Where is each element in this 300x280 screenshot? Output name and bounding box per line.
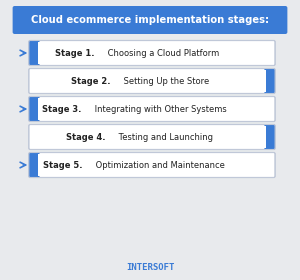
FancyBboxPatch shape [264, 69, 275, 94]
FancyBboxPatch shape [29, 97, 40, 122]
FancyBboxPatch shape [264, 125, 275, 150]
FancyBboxPatch shape [29, 153, 40, 178]
FancyBboxPatch shape [29, 153, 275, 178]
FancyBboxPatch shape [29, 41, 40, 66]
Text: INTERSOFT: INTERSOFT [126, 263, 174, 272]
FancyBboxPatch shape [29, 97, 275, 122]
FancyBboxPatch shape [38, 98, 274, 120]
Text: Stage 5.: Stage 5. [44, 160, 83, 169]
Text: Cloud ecommerce implementation stages:: Cloud ecommerce implementation stages: [31, 15, 269, 25]
FancyBboxPatch shape [38, 154, 274, 176]
Text: Stage 3.: Stage 3. [42, 104, 81, 113]
FancyBboxPatch shape [29, 69, 275, 94]
Text: Stage 2.: Stage 2. [71, 76, 111, 85]
Text: Optimization and Maintenance: Optimization and Maintenance [94, 160, 225, 169]
Text: Stage 4.: Stage 4. [65, 132, 105, 141]
FancyBboxPatch shape [30, 70, 266, 92]
Text: Stage 1.: Stage 1. [55, 48, 94, 57]
FancyBboxPatch shape [29, 41, 275, 66]
FancyBboxPatch shape [38, 42, 274, 64]
Text: Choosing a Cloud Platform: Choosing a Cloud Platform [105, 48, 219, 57]
FancyBboxPatch shape [29, 125, 275, 150]
Text: Integrating with Other Systems: Integrating with Other Systems [92, 104, 226, 113]
Text: Testing and Launching: Testing and Launching [116, 132, 213, 141]
Text: Setting Up the Store: Setting Up the Store [121, 76, 209, 85]
FancyBboxPatch shape [30, 126, 266, 148]
FancyBboxPatch shape [13, 6, 287, 34]
